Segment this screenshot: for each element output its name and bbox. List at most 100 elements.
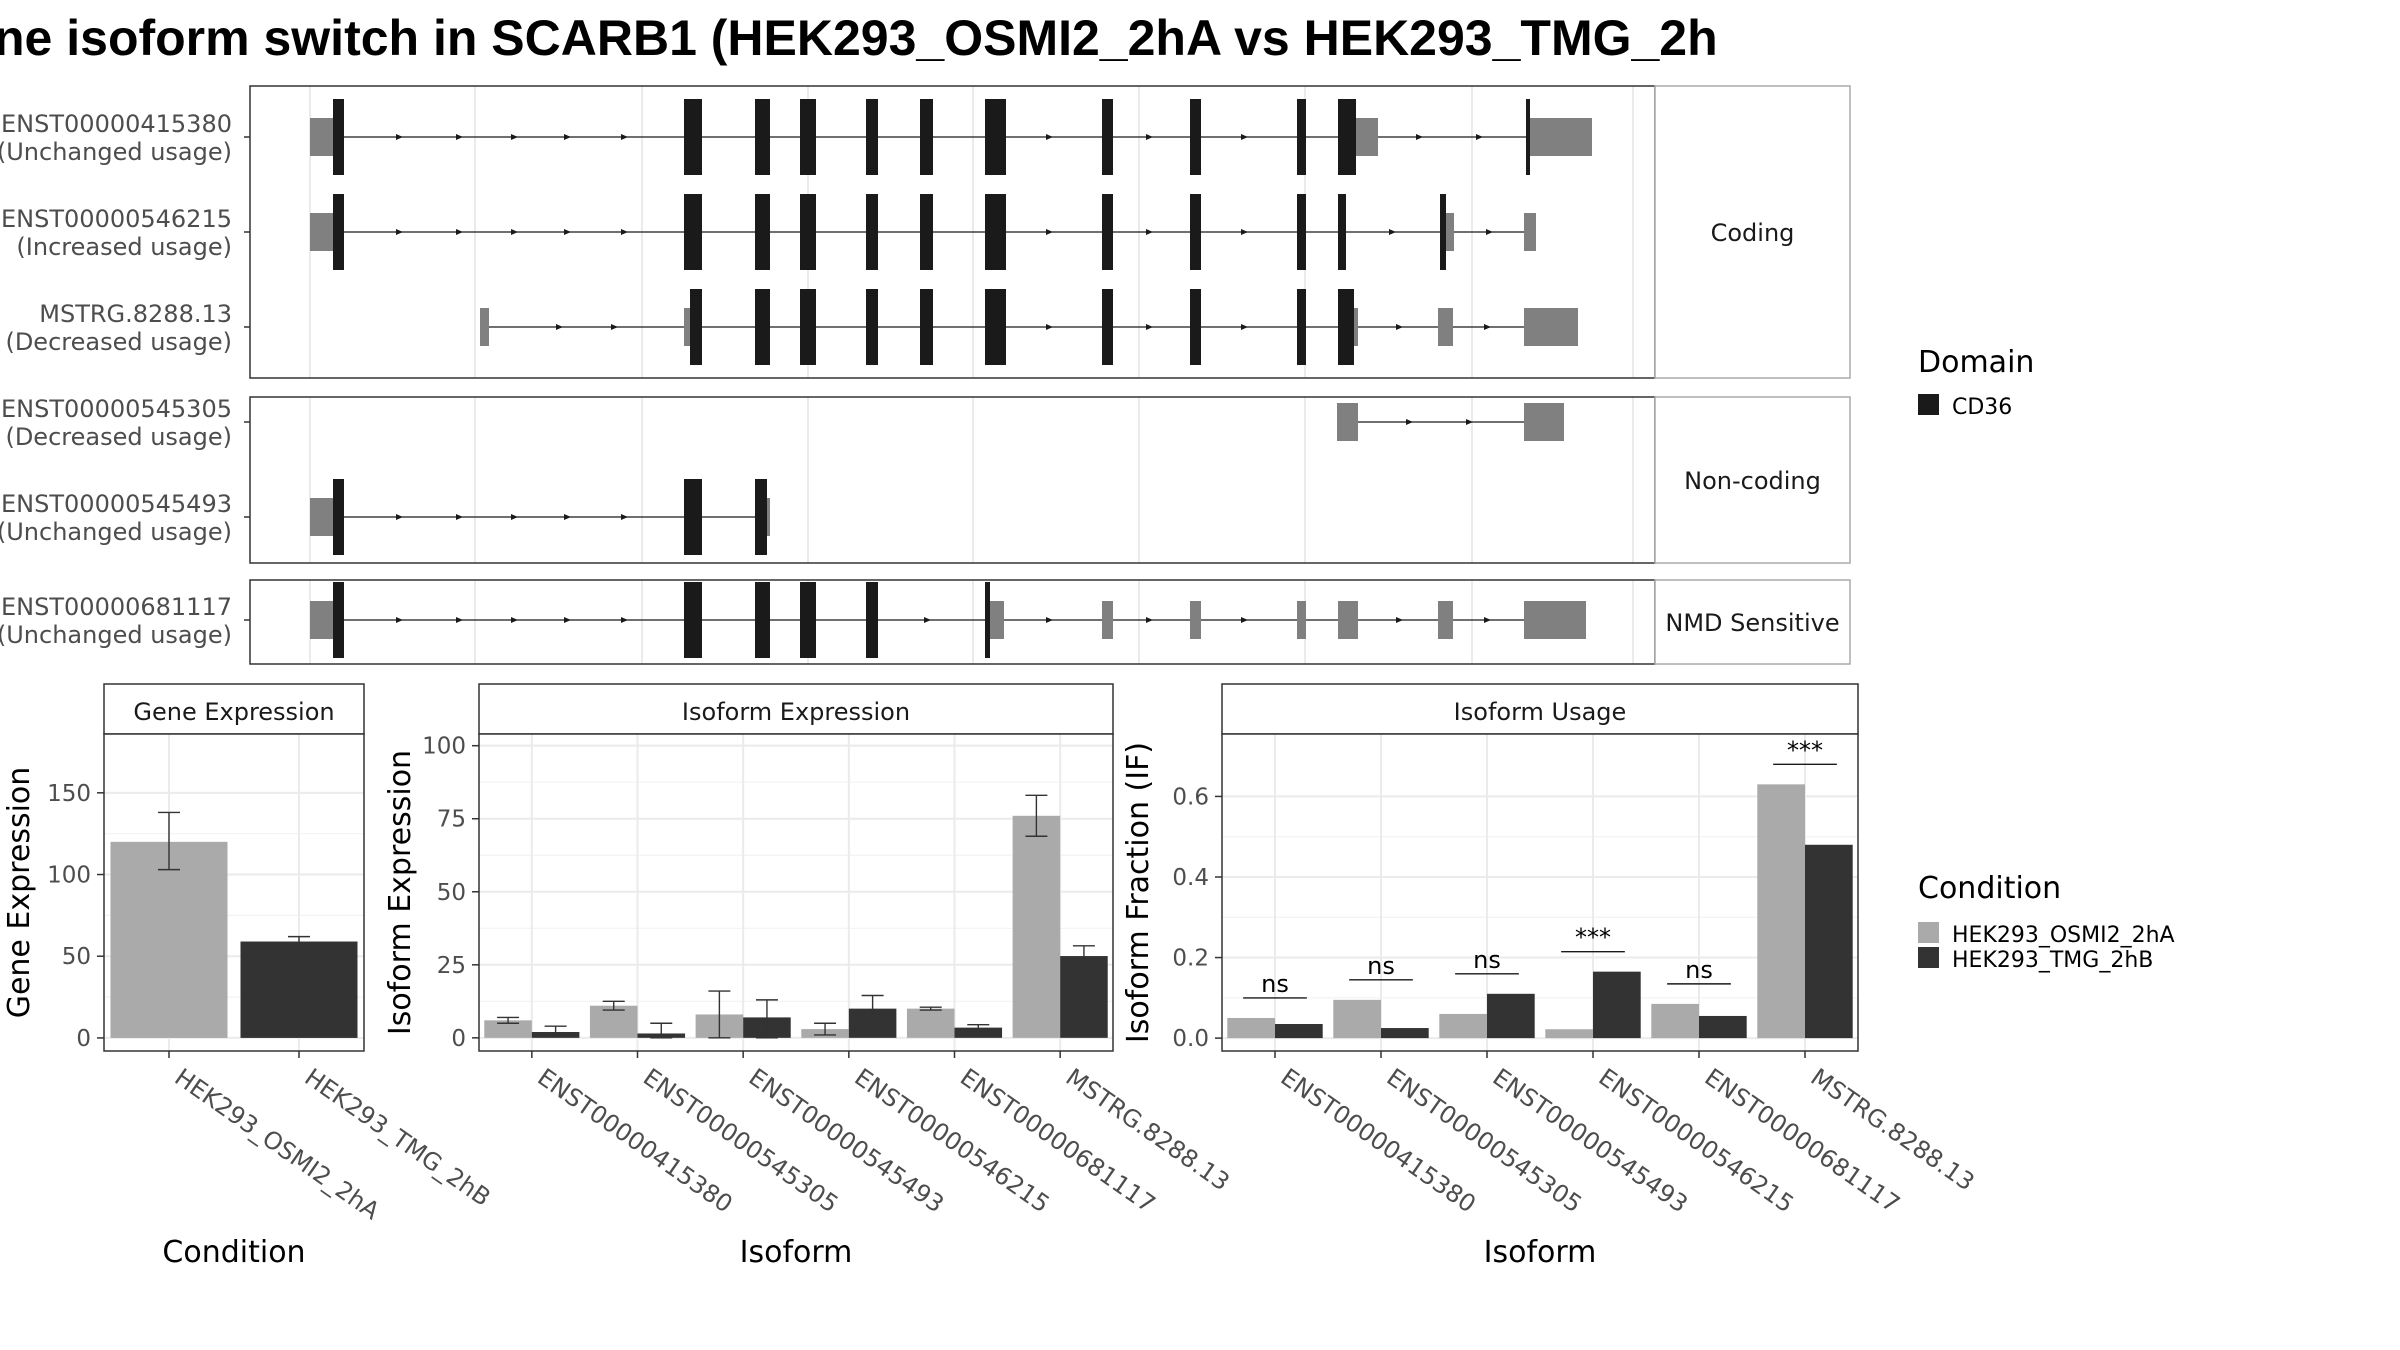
y-tick-label: 75 (437, 807, 466, 833)
facet-strip-label: Coding (1711, 219, 1795, 247)
chart-panel-border (1221, 733, 1859, 1052)
transcript-usage-label: (Decreased usage) (5, 328, 232, 356)
strand-arrow (396, 617, 403, 623)
domain-exon (1102, 194, 1113, 270)
domain-exon (690, 289, 702, 365)
domain-exon (985, 582, 990, 658)
bar (1333, 999, 1381, 1039)
significance-label: ns (1685, 956, 1713, 984)
utr-exon (1190, 601, 1201, 639)
strand-arrow (456, 229, 463, 235)
domain-exon (684, 479, 702, 555)
domain-legend-title: Domain (1918, 345, 2034, 380)
utr-exon (1337, 403, 1358, 441)
bar (1227, 1017, 1275, 1039)
utr-exon (684, 308, 690, 346)
strand-arrow (1241, 134, 1248, 140)
strand-arrow (511, 514, 518, 520)
bar (1060, 956, 1108, 1038)
transcript-id-label: ENST00000545305 (1, 395, 232, 423)
utr-exon (1524, 403, 1564, 441)
error-bar (755, 999, 778, 1039)
transcript-usage-label: (Unchanged usage) (0, 518, 232, 546)
structure-facet-panel (250, 397, 1655, 563)
chart-facet-label: Gene Expression (133, 698, 334, 726)
x-tick-label: HEK293_OSMI2_2hA (170, 1063, 385, 1226)
strand-arrow (396, 229, 403, 235)
transcript-usage-label: (Decreased usage) (5, 423, 232, 451)
utr-exon (1524, 601, 1586, 639)
y-tick-label: 0.2 (1172, 946, 1209, 972)
transcript-id-label: ENST00000545493 (1, 490, 232, 518)
error-bar (288, 935, 310, 946)
y-tick-label: 50 (62, 944, 91, 970)
utr-exon (1102, 601, 1113, 639)
chart-panel-border (103, 733, 365, 1052)
chart-facet-label: Isoform Usage (1454, 698, 1627, 726)
utr-exon (1297, 601, 1306, 639)
structure-facet-panel (250, 580, 1655, 664)
facet-strip (1654, 85, 1851, 379)
utr-exon (990, 601, 1004, 639)
domain-exon (866, 194, 878, 270)
error-bar (1025, 794, 1048, 837)
bar (1699, 1015, 1747, 1039)
error-bar (158, 811, 180, 871)
domain-exon (1440, 194, 1446, 270)
domain-exon (985, 289, 1006, 365)
utr-exon (480, 308, 489, 346)
domain-exon (866, 99, 878, 175)
x-axis-title: Isoform (1484, 1235, 1597, 1270)
bar (240, 941, 358, 1038)
strand-arrow (564, 134, 571, 140)
y-tick-label: 0.4 (1172, 865, 1209, 891)
x-tick-label: ENST00000415380 (532, 1063, 737, 1218)
utr-exon (1530, 118, 1592, 156)
bar (1805, 844, 1853, 1039)
chart-facet-strip (478, 683, 1114, 735)
utr-exon (310, 498, 333, 536)
strand-arrow (564, 514, 571, 520)
chart-facet-label: Isoform Expression (682, 698, 910, 726)
strand-arrow (1389, 229, 1396, 235)
domain-exon (684, 194, 702, 270)
chart-gene-expression: Gene Expression 0 50 100 150 HEK293_OSMI2_2hA… (2, 683, 496, 1270)
domain-exon (1190, 99, 1201, 175)
error-bar (497, 1016, 520, 1024)
domain-exon (985, 194, 1006, 270)
x-tick-label: ENST00000415380 (1276, 1063, 1481, 1218)
bar (589, 1005, 638, 1038)
significance-label: ns (1261, 970, 1289, 998)
condition-legend-title: Condition (1918, 871, 2061, 906)
domain-exon (1338, 194, 1346, 270)
error-bar (708, 990, 731, 1039)
facet-strip-label: Non-coding (1684, 467, 1821, 495)
strand-arrow (511, 134, 518, 140)
bar (1275, 1024, 1323, 1039)
strand-arrow (1396, 617, 1403, 623)
x-tick-label: ENST00000681117 (955, 1063, 1160, 1218)
error-bar (650, 1022, 673, 1039)
strand-arrow (564, 617, 571, 623)
strand-arrow (564, 229, 571, 235)
utr-exon (1524, 213, 1536, 251)
bar (1012, 815, 1061, 1038)
domain-legend-key-cd36 (1918, 394, 1939, 415)
domain-exon (333, 99, 344, 175)
domain-legend-label-cd36: CD36 (1952, 395, 2012, 420)
strand-arrow (1484, 324, 1491, 330)
x-axis-title: Condition (162, 1235, 305, 1270)
utr-exon (767, 498, 770, 536)
facet-strip-label: NMD Sensitive (1665, 609, 1839, 637)
chart-facet-strip (1221, 683, 1859, 735)
strand-arrow (621, 134, 628, 140)
bar (954, 1027, 1003, 1038)
domain-exon (800, 289, 816, 365)
domain-exon (1190, 289, 1201, 365)
domain-exon (985, 99, 1006, 175)
strand-arrow (611, 324, 618, 330)
domain-exon (755, 99, 770, 175)
bar (1651, 1003, 1699, 1039)
y-tick-label: 0.0 (1172, 1026, 1209, 1052)
